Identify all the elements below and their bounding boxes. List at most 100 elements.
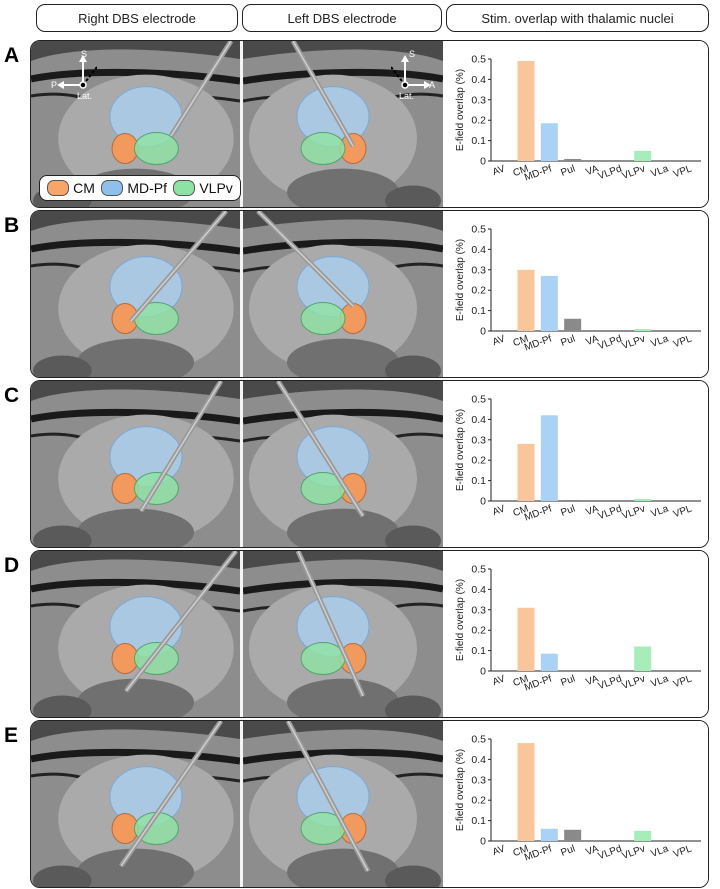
y-tick-label: 0.2 [471, 625, 486, 637]
x-tick-label: CM [512, 673, 530, 689]
orientation-up-label: S [409, 49, 415, 59]
y-tick-label: 0.4 [471, 754, 486, 766]
image-divider [240, 721, 243, 887]
orientation-up-label: S [81, 49, 87, 59]
y-axis-label: E-field overlap (%) [455, 749, 466, 831]
x-tick-label: CM [512, 333, 530, 349]
x-tick-label: VA [584, 163, 600, 178]
bar-cm [517, 443, 535, 501]
x-tick-label: Pul [559, 163, 576, 178]
header-right-electrode: Right DBS electrode [36, 4, 238, 32]
bar-md-pf [540, 828, 558, 841]
x-tick-label: MD-Pf [523, 503, 554, 523]
x-tick-label: VA [584, 333, 600, 348]
right-electrode-image [31, 381, 240, 547]
image-divider [240, 381, 243, 547]
y-tick-label: 0.2 [471, 795, 486, 807]
bar-chart-svg: 0 0.1 0.2 0.3 0.4 0.5 E-field overlap (%) AV CMM… [455, 394, 701, 524]
bar-md-pf [540, 653, 558, 671]
legend-item-vlpv: VLPv [173, 180, 233, 196]
y-tick-label: 0.5 [471, 394, 486, 406]
x-tick-label: VPL [672, 673, 694, 690]
y-tick-label: 0.1 [471, 815, 486, 827]
right-electrode-image [31, 551, 240, 717]
bar-pul [564, 318, 582, 331]
header-left-label: Left DBS electrode [287, 10, 397, 26]
legend-label: CM [73, 180, 95, 196]
header-overlap-label: Stim. overlap with thalamic nuclei [481, 10, 674, 26]
x-tick-label: MD-Pf [523, 333, 554, 353]
y-tick-label: 0.3 [471, 774, 486, 786]
legend-item-md-pf: MD-Pf [101, 180, 167, 196]
image-divider [240, 41, 243, 207]
panel-row-C: 0 0.1 0.2 0.3 0.4 0.5 E-field overlap (%) AV CM M… [30, 380, 709, 548]
panel-letter-B: B [4, 214, 20, 237]
x-tick-label: VA [584, 503, 600, 518]
left-electrode-image [243, 721, 443, 887]
left-electrode-image [243, 551, 443, 717]
header-left-electrode: Left DBS electrode [242, 4, 442, 32]
left-electrode-image [243, 41, 443, 207]
bar-md-pf [540, 275, 558, 331]
x-tick-label: VLPd [597, 163, 624, 182]
x-tick-label: VLPv [620, 843, 646, 862]
bar-pul [564, 829, 582, 841]
bar-cm [517, 607, 535, 671]
bar-chart-svg: 0 0.1 0.2 0.3 0.4 0.5 E-field overlap (%) AV CMM… [455, 54, 701, 184]
x-tick-label: AV [491, 673, 507, 688]
bar-vlpv [634, 646, 652, 671]
y-tick-label: 0 [480, 666, 486, 678]
panel-row-E: 0 0.1 0.2 0.3 0.4 0.5 E-field overlap (%) AV CM M… [30, 720, 709, 888]
bar-chart-svg: 0 0.1 0.2 0.3 0.4 0.5 E-field overlap (%) AV CMM… [455, 564, 701, 694]
x-tick-label: Pul [559, 673, 576, 688]
x-tick-label: CM [512, 843, 530, 859]
x-tick-label: AV [491, 503, 507, 518]
x-tick-label: VLPv [620, 503, 646, 522]
x-tick-label: VLa [650, 333, 671, 350]
y-tick-label: 0.5 [471, 564, 486, 576]
bar-pul [564, 158, 582, 161]
x-tick-label: VLa [650, 673, 671, 690]
y-tick-label: 0 [480, 496, 486, 508]
panel-row-B: 0 0.1 0.2 0.3 0.4 0.5 E-field overlap (%) AV CM M… [30, 210, 709, 378]
bar-chart-svg: 0 0.1 0.2 0.3 0.4 0.5 E-field overlap (%) AV CMM… [455, 734, 701, 864]
bar-vlpv [634, 498, 652, 501]
orientation-center-label: Lat. [77, 91, 92, 101]
y-axis-label: E-field overlap (%) [455, 579, 466, 661]
x-tick-label: MD-Pf [523, 843, 554, 863]
legend-swatch [173, 180, 196, 196]
image-divider [240, 211, 243, 377]
y-tick-label: 0 [480, 156, 486, 168]
bar-md-pf [540, 123, 558, 161]
header-right-label: Right DBS electrode [78, 10, 196, 26]
bar-cm [517, 743, 535, 841]
x-tick-label: VPL [672, 503, 694, 520]
left-electrode-image [243, 381, 443, 547]
bar-vlpv [634, 830, 652, 841]
y-axis-label: E-field overlap (%) [455, 239, 466, 321]
bar-chart-svg: 0 0.1 0.2 0.3 0.4 0.5 E-field overlap (%) AV CMM… [455, 224, 701, 354]
nuclei-legend: CM MD-Pf VLPv [39, 175, 241, 201]
orientation-axes-right: S P Lat. [51, 49, 98, 101]
right-electrode-image [31, 211, 240, 377]
x-tick-label: VLa [650, 843, 671, 860]
panel-row-A: S P Lat. S A Lat. CM MD-Pf VLPv 0 0.1 0.2 0.3 0… [30, 40, 709, 208]
orientation-axes-left: S A Lat. [390, 49, 437, 101]
y-tick-label: 0.5 [471, 54, 486, 66]
x-tick-label: VPL [672, 333, 694, 350]
y-tick-label: 0.4 [471, 244, 486, 256]
x-tick-label: Pul [559, 333, 576, 348]
panel-letter-E: E [4, 724, 19, 747]
x-tick-label: Pul [559, 503, 576, 518]
legend-label: MD-Pf [127, 180, 167, 196]
x-tick-label: VLPd [597, 333, 624, 352]
panel-letter-C: C [4, 384, 20, 407]
bar-md-pf [540, 415, 558, 501]
y-tick-label: 0.1 [471, 475, 486, 487]
x-tick-label: VLPd [597, 673, 624, 692]
y-tick-label: 0.5 [471, 224, 486, 236]
x-tick-label: VLPd [597, 503, 624, 522]
x-tick-label: CM [512, 163, 530, 179]
panel-letter-D: D [4, 554, 20, 577]
y-tick-label: 0.3 [471, 94, 486, 106]
